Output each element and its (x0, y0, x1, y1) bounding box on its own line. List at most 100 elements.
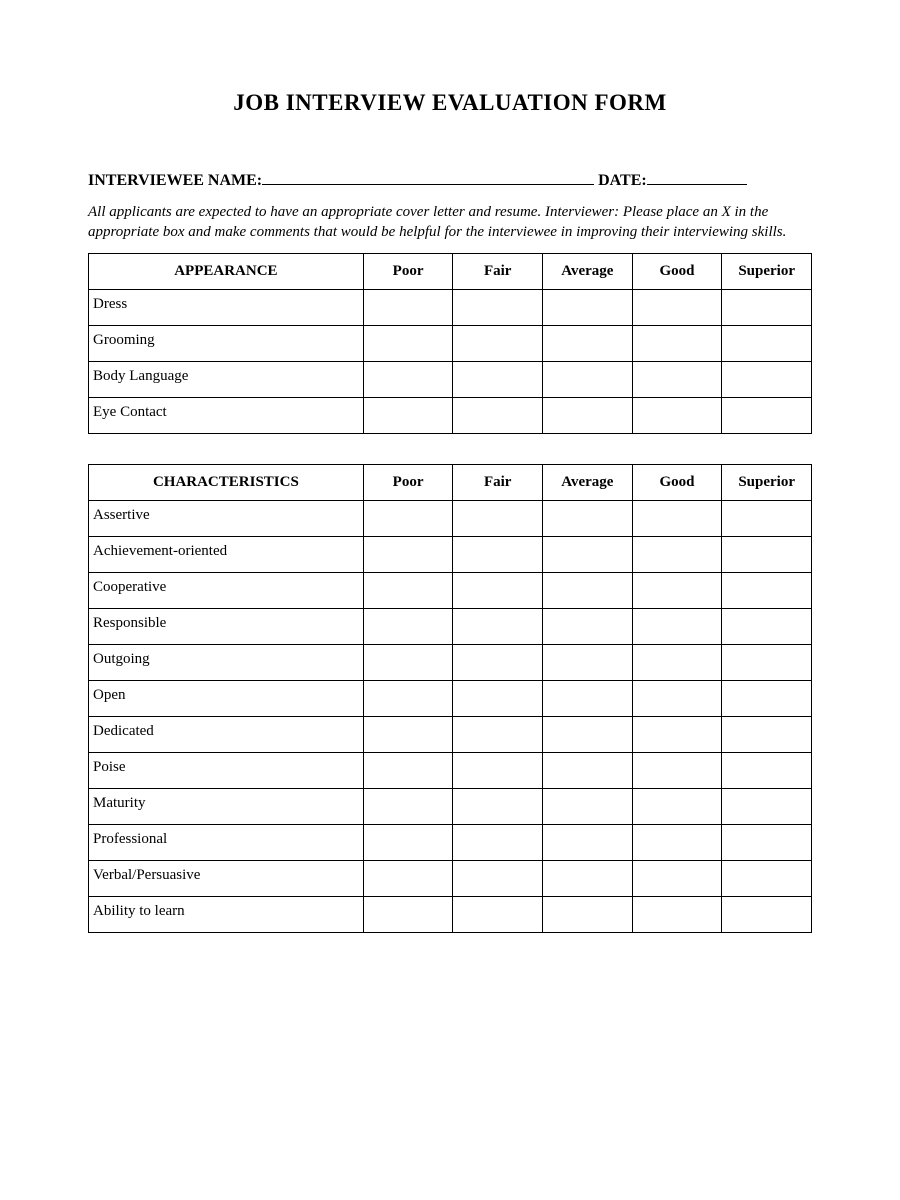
rating-cell[interactable] (632, 500, 722, 536)
rating-cell[interactable] (632, 896, 722, 932)
rating-cell[interactable] (722, 572, 812, 608)
rating-cell[interactable] (363, 397, 453, 433)
rating-cell[interactable] (632, 608, 722, 644)
rating-cell[interactable] (543, 788, 633, 824)
form-title: JOB INTERVIEW EVALUATION FORM (88, 90, 812, 116)
rating-cell[interactable] (453, 572, 543, 608)
date-field[interactable] (647, 171, 747, 185)
rating-cell[interactable] (632, 716, 722, 752)
rating-cell[interactable] (543, 824, 633, 860)
rating-cell[interactable] (363, 361, 453, 397)
rating-cell[interactable] (543, 325, 633, 361)
rating-cell[interactable] (453, 500, 543, 536)
table-heading: APPEARANCE (89, 253, 364, 289)
row-label: Achievement-oriented (89, 536, 364, 572)
table-row: Assertive (89, 500, 812, 536)
rating-cell[interactable] (722, 788, 812, 824)
rating-cell[interactable] (632, 572, 722, 608)
rating-cell[interactable] (453, 325, 543, 361)
rating-cell[interactable] (453, 824, 543, 860)
rating-header-good: Good (632, 464, 722, 500)
rating-cell[interactable] (363, 860, 453, 896)
rating-cell[interactable] (453, 860, 543, 896)
rating-cell[interactable] (632, 824, 722, 860)
interviewee-name-field[interactable] (262, 171, 594, 185)
rating-cell[interactable] (722, 289, 812, 325)
rating-cell[interactable] (722, 752, 812, 788)
rating-cell[interactable] (453, 397, 543, 433)
rating-cell[interactable] (632, 397, 722, 433)
rating-cell[interactable] (632, 752, 722, 788)
rating-cell[interactable] (722, 608, 812, 644)
rating-cell[interactable] (453, 680, 543, 716)
rating-cell[interactable] (722, 397, 812, 433)
evaluation-table-0: APPEARANCEPoorFairAverageGoodSuperiorDre… (88, 253, 812, 434)
rating-cell[interactable] (363, 289, 453, 325)
rating-cell[interactable] (722, 716, 812, 752)
rating-cell[interactable] (632, 536, 722, 572)
rating-cell[interactable] (363, 572, 453, 608)
rating-cell[interactable] (632, 361, 722, 397)
rating-cell[interactable] (453, 608, 543, 644)
rating-cell[interactable] (543, 644, 633, 680)
rating-cell[interactable] (363, 788, 453, 824)
rating-cell[interactable] (453, 644, 543, 680)
rating-cell[interactable] (632, 644, 722, 680)
rating-cell[interactable] (543, 536, 633, 572)
rating-cell[interactable] (543, 572, 633, 608)
rating-header-poor: Poor (363, 464, 453, 500)
rating-cell[interactable] (363, 680, 453, 716)
row-label: Professional (89, 824, 364, 860)
rating-cell[interactable] (543, 289, 633, 325)
rating-cell[interactable] (453, 716, 543, 752)
rating-cell[interactable] (453, 361, 543, 397)
rating-cell[interactable] (722, 644, 812, 680)
rating-cell[interactable] (363, 644, 453, 680)
rating-cell[interactable] (722, 860, 812, 896)
rating-cell[interactable] (722, 325, 812, 361)
row-label: Outgoing (89, 644, 364, 680)
row-label: Open (89, 680, 364, 716)
rating-cell[interactable] (363, 752, 453, 788)
table-row: Achievement-oriented (89, 536, 812, 572)
table-row: Body Language (89, 361, 812, 397)
rating-cell[interactable] (453, 752, 543, 788)
rating-cell[interactable] (722, 896, 812, 932)
rating-cell[interactable] (363, 500, 453, 536)
rating-cell[interactable] (453, 788, 543, 824)
rating-cell[interactable] (453, 896, 543, 932)
rating-cell[interactable] (363, 536, 453, 572)
rating-cell[interactable] (632, 680, 722, 716)
rating-cell[interactable] (632, 860, 722, 896)
rating-cell[interactable] (363, 896, 453, 932)
rating-cell[interactable] (543, 680, 633, 716)
rating-cell[interactable] (543, 361, 633, 397)
rating-cell[interactable] (722, 361, 812, 397)
rating-cell[interactable] (632, 289, 722, 325)
rating-cell[interactable] (543, 500, 633, 536)
rating-cell[interactable] (453, 289, 543, 325)
table-row: Cooperative (89, 572, 812, 608)
rating-cell[interactable] (632, 325, 722, 361)
rating-cell[interactable] (722, 824, 812, 860)
rating-cell[interactable] (543, 860, 633, 896)
rating-cell[interactable] (363, 824, 453, 860)
rating-cell[interactable] (363, 325, 453, 361)
rating-header-average: Average (543, 464, 633, 500)
rating-cell[interactable] (363, 608, 453, 644)
row-label: Assertive (89, 500, 364, 536)
instructions-text: All applicants are expected to have an a… (88, 202, 812, 243)
rating-cell[interactable] (453, 536, 543, 572)
rating-cell[interactable] (543, 716, 633, 752)
row-label: Poise (89, 752, 364, 788)
row-label: Verbal/Persuasive (89, 860, 364, 896)
rating-cell[interactable] (543, 752, 633, 788)
rating-cell[interactable] (543, 397, 633, 433)
rating-cell[interactable] (722, 500, 812, 536)
rating-cell[interactable] (722, 680, 812, 716)
rating-cell[interactable] (363, 716, 453, 752)
rating-cell[interactable] (632, 788, 722, 824)
rating-cell[interactable] (543, 896, 633, 932)
rating-cell[interactable] (543, 608, 633, 644)
rating-cell[interactable] (722, 536, 812, 572)
